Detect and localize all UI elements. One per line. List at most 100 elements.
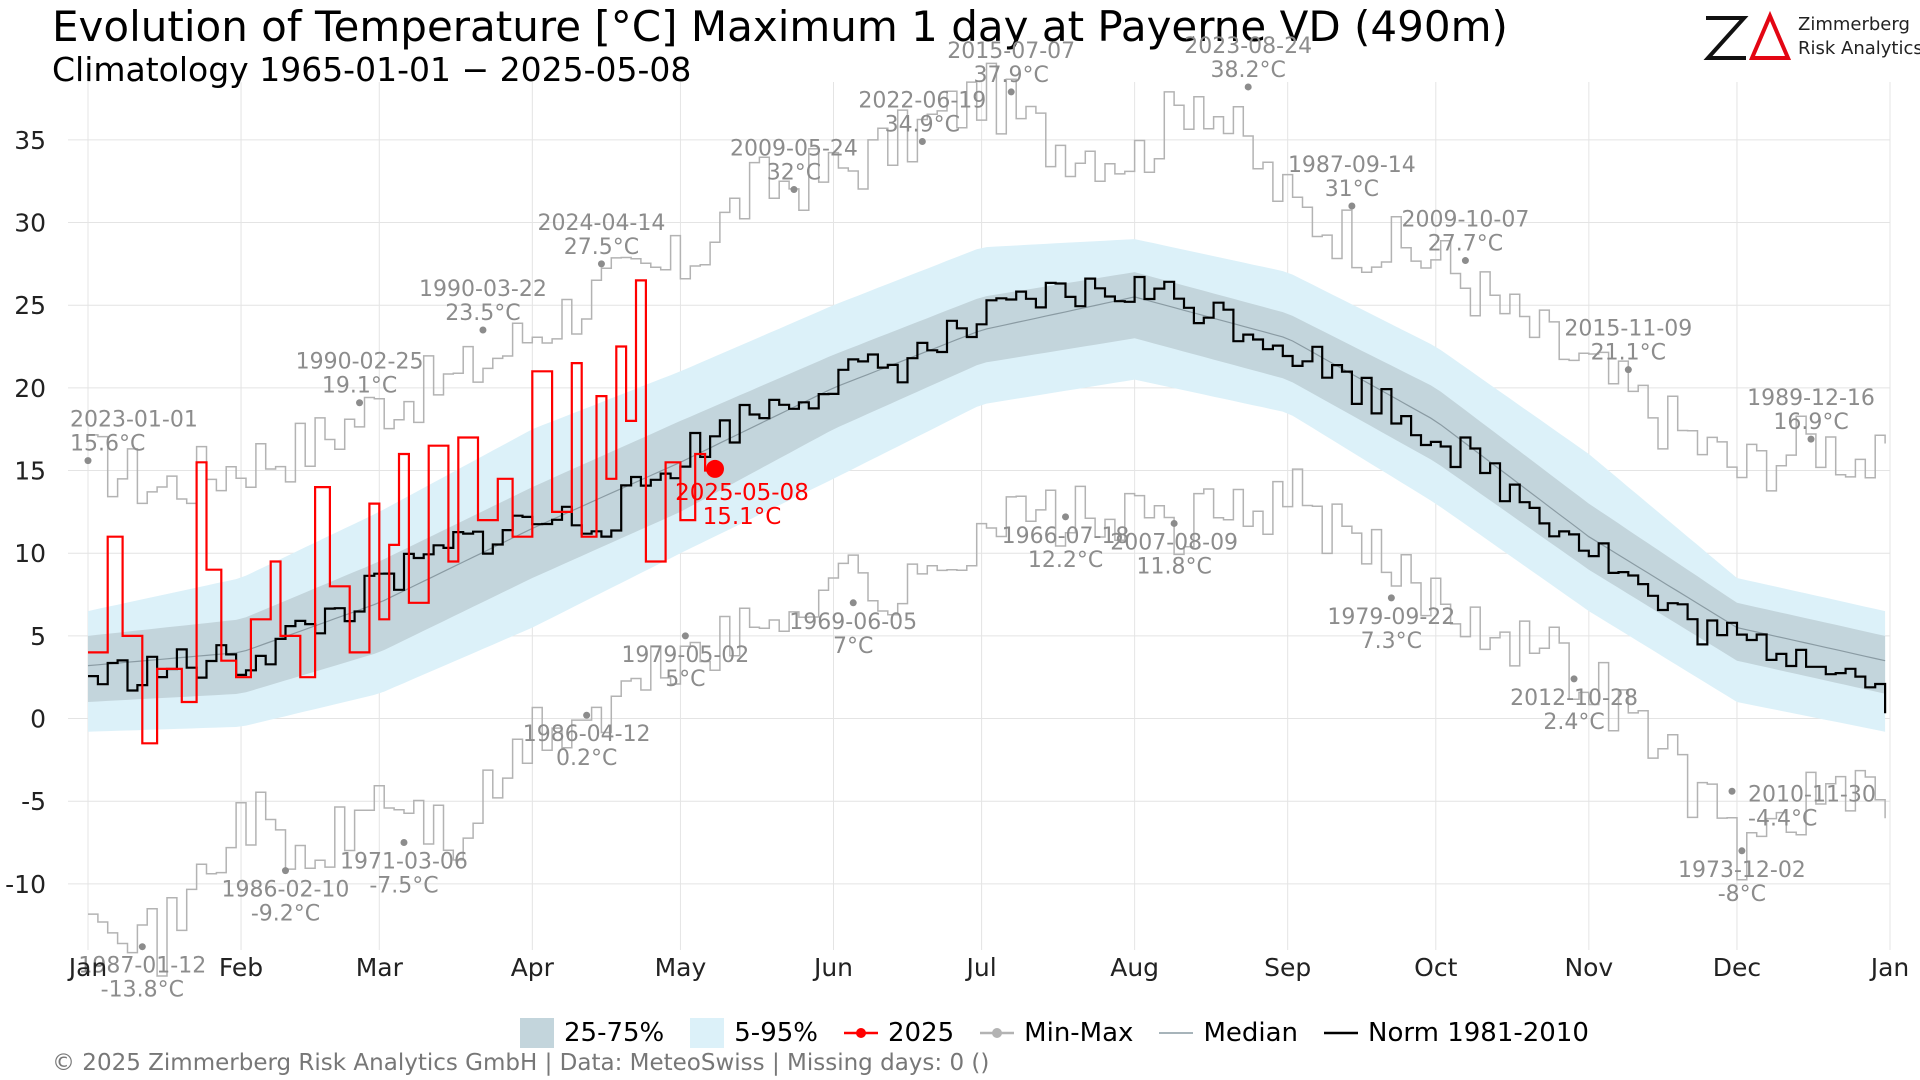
annotation-dot-min-1971-03-06 — [400, 839, 408, 847]
annotation-dot-max-2015-07-07 — [1007, 88, 1015, 96]
annotation-date-min-1979-09-22: 1979-09-22 — [1327, 605, 1455, 630]
legend-label-minmax: Min-Max — [1024, 1018, 1134, 1048]
band-25-75 — [88, 272, 1886, 702]
annotation-dot-min-2007-08-09 — [1170, 519, 1178, 527]
x-tick-label-9: Oct — [1414, 953, 1457, 982]
annotation-dot-min-1979-05-02 — [681, 632, 689, 640]
y-tick-label-9: -10 — [5, 870, 46, 899]
annotation-dot-min-1979-09-22 — [1387, 594, 1395, 602]
legend-label-current: 2025 — [887, 1018, 955, 1048]
annotation-value-min-1966-07-18: 12.2°C — [1028, 548, 1103, 573]
legend-label-median: Median — [1203, 1018, 1299, 1048]
annotation-value-max-2009-10-07: 27.7°C — [1428, 232, 1503, 257]
annotation-date-max-1990-02-25: 1990-02-25 — [296, 350, 424, 375]
annotation-value-max-1989-12-16: 16.9°C — [1773, 410, 1848, 435]
annotation-date-min-1969-06-05: 1969-06-05 — [789, 610, 917, 635]
annotation-value-max-1990-03-22: 23.5°C — [445, 301, 520, 326]
max-record-line — [88, 62, 1886, 505]
axis-labels: Jan Feb Mar Apr May Jun Jul Aug Sep Oct Nov Dec Jan 3… — [5, 126, 1909, 982]
annotation-dot-min-1969-06-05 — [849, 599, 857, 607]
y-tick-label-5: 10 — [14, 539, 46, 568]
annotation-value-max-2015-07-07: 37.9°C — [974, 63, 1049, 88]
annotation-dot-max-2009-10-07 — [1461, 257, 1469, 265]
annotation-value-min-1973-12-02: -8°C — [1718, 882, 1766, 907]
x-tick-label-0: Jan — [67, 953, 108, 982]
median-line — [87, 296, 1886, 667]
x-tick-label-2: Mar — [356, 953, 404, 982]
legend-item-current: 2025 — [843, 1018, 955, 1048]
annotation-date-max-2009-10-07: 2009-10-07 — [1401, 208, 1529, 233]
annotation-date-max-2024-04-14: 2024-04-14 — [538, 211, 666, 236]
latest-point-marker — [705, 459, 724, 478]
annotation-date-min-1966-07-18: 1966-07-18 — [1002, 524, 1130, 549]
x-tick-label-4: May — [655, 953, 707, 982]
annotation-value-min-1986-02-10: -9.2°C — [251, 902, 320, 927]
annotation-date-min-1987-01-12: 1987-01-12 — [78, 954, 206, 979]
legend-label-iqr: 25-75% — [564, 1018, 665, 1048]
annotation-value-min-1969-06-05: 7°C — [833, 634, 873, 659]
annotation-value-max-2022-06-19: 34.9°C — [885, 113, 960, 138]
band-25-75-area — [88, 272, 1886, 702]
annotation-dot-max-1989-12-16 — [1807, 435, 1815, 443]
y-tick-label-8: -5 — [21, 787, 46, 816]
annotation-date-max-2015-11-09: 2015-11-09 — [1564, 317, 1692, 342]
legend-item-median: Median — [1159, 1018, 1298, 1048]
annotation-dot-max-2024-04-14 — [597, 260, 605, 268]
annotation-date-min-1986-04-12: 1986-04-12 — [523, 722, 651, 747]
band-5-95-area — [88, 239, 1886, 732]
median-line-group — [87, 296, 1886, 667]
annotation-value-max-2024-04-14: 27.5°C — [564, 235, 639, 260]
legend-item-minmax: Min-Max — [980, 1018, 1133, 1048]
annotation-dot-max-2009-05-24 — [790, 185, 798, 193]
legend-label-p90: 5-95% — [734, 1018, 818, 1048]
x-tick-label-7: Aug — [1110, 953, 1159, 982]
logo-text-line1: Zimmerberg — [1798, 14, 1910, 35]
legend-key-p90 — [690, 1018, 725, 1048]
annotation-date-max-1989-12-16: 1989-12-16 — [1747, 386, 1875, 411]
chart-subtitle: Climatology 1965-01-01 − 2025-05-08 — [52, 50, 692, 89]
annotation-date-min-1979-05-02: 1979-05-02 — [621, 643, 749, 668]
annotation-date-max-1990-03-22: 1990-03-22 — [419, 277, 547, 302]
annotation-date-max-1987-09-14: 1987-09-14 — [1288, 153, 1416, 178]
company-logo: Zimmerberg Risk Analytics — [1700, 8, 1920, 68]
annotation-date-max-2015-07-07: 2015-07-07 — [947, 39, 1075, 64]
y-tick-label-0: 35 — [14, 126, 46, 155]
annotation-value-min-1986-04-12: 0.2°C — [556, 746, 617, 771]
min-record-line — [88, 468, 1886, 977]
x-tick-label-8: Sep — [1264, 953, 1311, 982]
annotation-value-min-2012-10-28: 2.4°C — [1543, 710, 1604, 735]
annotation-value-max-2023-01-01: 15.6°C — [70, 432, 145, 457]
latest-point-date: 2025-05-08 — [675, 480, 809, 506]
legend-item-p90: 5-95% — [690, 1018, 818, 1048]
legend-key-median — [1159, 1018, 1194, 1048]
chart-title: Evolution of Temperature [°C] Maximum 1 … — [52, 2, 1508, 51]
legend-label-norm: Norm 1981-2010 — [1368, 1018, 1589, 1048]
annotation-dot-max-2022-06-19 — [918, 138, 926, 146]
annotation-dot-min-1986-04-12 — [583, 711, 591, 719]
logo-text-line2: Risk Analytics — [1798, 38, 1920, 59]
annotation-date-min-1973-12-02: 1973-12-02 — [1678, 858, 1806, 883]
record-curves — [88, 62, 1886, 977]
annotation-value-min-1979-09-22: 7.3°C — [1361, 629, 1422, 654]
annotation-value-min-1987-01-12: -13.8°C — [101, 978, 184, 1003]
za-logo-icon — [1703, 10, 1792, 60]
annotation-value-min-2010-11-30: -4.4°C — [1748, 806, 1817, 831]
annotation-dot-min-1986-02-10 — [281, 867, 289, 875]
x-tick-label-11: Dec — [1713, 953, 1761, 982]
annotation-value-max-1990-02-25: 19.1°C — [322, 374, 397, 399]
legend-item-norm: Norm 1981-2010 — [1324, 1018, 1589, 1048]
x-tick-label-5: Jun — [812, 953, 853, 982]
annotation-date-max-2023-01-01: 2023-01-01 — [70, 408, 198, 433]
annotation-dot-min-1973-12-02 — [1738, 847, 1746, 855]
footer-credits: © 2025 Zimmerberg Risk Analytics GmbH | … — [52, 1050, 990, 1076]
y-tick-label-2: 25 — [14, 291, 46, 320]
legend-key-minmax — [980, 1018, 1015, 1048]
annotation-dot-min-2010-11-30 — [1728, 787, 1736, 795]
x-tick-label-6: Jul — [965, 953, 997, 982]
legend-key-current — [843, 1018, 878, 1048]
annotation-value-min-1979-05-02: 5°C — [665, 667, 705, 692]
annotation-dot-max-1990-02-25 — [356, 399, 364, 407]
